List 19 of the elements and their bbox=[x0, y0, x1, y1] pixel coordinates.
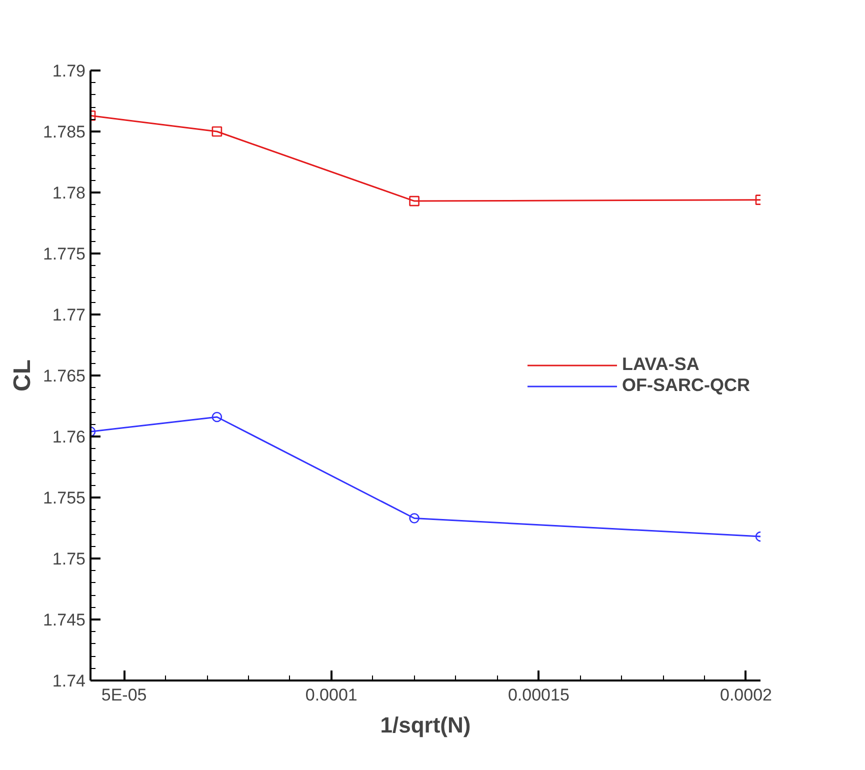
x-tick-label: 0.00015 bbox=[508, 686, 570, 704]
y-tick-label: 1.785 bbox=[42, 122, 86, 142]
y-tick-label: 1.78 bbox=[52, 184, 86, 202]
y-tick-label: 1.79 bbox=[52, 62, 86, 80]
legend-label: OF-SARC-QCR bbox=[622, 375, 750, 396]
y-tick-label: 1.75 bbox=[52, 550, 86, 568]
y-tick-label: 1.74 bbox=[52, 672, 86, 690]
y-axis-title: CL bbox=[8, 359, 36, 392]
y-tick-label: 1.745 bbox=[42, 610, 86, 630]
x-tick-label: 0.0001 bbox=[305, 686, 358, 704]
y-tick-label: 1.765 bbox=[42, 366, 86, 386]
x-tick-label: 5E-05 bbox=[101, 686, 147, 704]
x-tick-label: 0.0002 bbox=[720, 686, 772, 704]
y-tick-label: 1.76 bbox=[52, 428, 86, 446]
x-axis-title: 1/sqrt(N) bbox=[380, 712, 471, 738]
legend-label: LAVA-SA bbox=[622, 354, 700, 375]
y-tick-label: 1.775 bbox=[42, 244, 86, 264]
y-tick-label: 1.77 bbox=[52, 306, 86, 324]
y-tick-label: 1.755 bbox=[42, 488, 86, 508]
